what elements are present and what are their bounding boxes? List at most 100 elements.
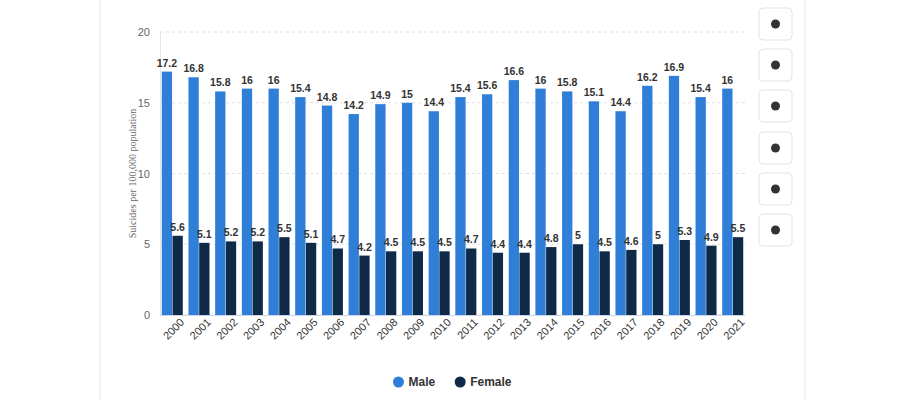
bar [253, 241, 263, 315]
data-label: 4.4 [491, 238, 506, 250]
x-tick-label: 2000 [161, 316, 187, 342]
y-tick: 0 [144, 309, 160, 321]
x-tick-label: 2002 [214, 316, 240, 342]
bar [375, 104, 385, 315]
data-label: 4.7 [330, 233, 345, 245]
bar [413, 251, 423, 315]
x-tick-label: 2013 [507, 316, 533, 342]
bar [429, 111, 439, 315]
bar [455, 97, 465, 315]
toolbar-button[interactable] [759, 132, 792, 164]
bar [215, 91, 225, 315]
bar [722, 89, 732, 315]
legend-item[interactable]: Male [393, 375, 436, 389]
x-tick: 2017 [614, 316, 640, 342]
bar [402, 103, 412, 315]
y-tick: 15 [138, 97, 160, 109]
data-label: 4.4 [517, 238, 532, 250]
bar [615, 111, 625, 315]
x-tick: 2000 [161, 316, 187, 342]
bar [535, 89, 545, 315]
x-tick-label: 2020 [694, 316, 720, 342]
x-tick: 2016 [588, 316, 614, 342]
bar [349, 114, 359, 315]
data-label: 5.5 [731, 222, 746, 234]
bar [706, 246, 716, 315]
bar [333, 248, 343, 315]
bar [680, 240, 690, 315]
data-label: 16 [722, 74, 734, 86]
x-tick: 2002 [214, 316, 240, 342]
bar [269, 89, 279, 315]
y-tick-label: 15 [138, 97, 150, 109]
x-tick-label: 2016 [588, 316, 614, 342]
toolbar-icon [771, 102, 780, 111]
bar [642, 86, 652, 315]
bar [199, 243, 209, 315]
x-tick-label: 2010 [427, 316, 453, 342]
x-tick: 2019 [668, 316, 694, 342]
data-label: 14.4 [424, 96, 445, 108]
y-tick-label: 20 [138, 26, 150, 38]
bar [733, 237, 743, 315]
x-tick: 2004 [267, 316, 293, 342]
bar [509, 80, 519, 315]
data-label: 5.1 [197, 228, 212, 240]
legend: Male Female [393, 375, 512, 389]
y-axis-line [160, 33, 161, 316]
bar [172, 236, 182, 315]
grid [160, 32, 745, 315]
x-tick: 2003 [241, 316, 267, 342]
bar [242, 89, 252, 315]
bars [162, 72, 743, 315]
toolbar-button[interactable] [759, 214, 792, 246]
legend-item[interactable]: Female [455, 375, 512, 389]
grid-line [160, 32, 745, 33]
data-label: 16.8 [183, 62, 204, 74]
y-axis-title: Suicides per 100,000 population [127, 109, 138, 238]
data-label: 4.5 [411, 236, 426, 248]
x-tick: 2011 [455, 316, 480, 341]
bar [439, 251, 449, 315]
toolbar-button[interactable] [759, 173, 792, 205]
data-label: 15.6 [477, 79, 498, 91]
data-label: 17.2 [157, 57, 178, 69]
x-tick-label: 2001 [187, 316, 213, 342]
y-tick: 10 [138, 168, 160, 180]
bar [493, 253, 503, 315]
data-label: 14.8 [317, 91, 338, 103]
bar [626, 250, 636, 315]
x-tick-label: 2004 [267, 316, 293, 342]
toolbar-button[interactable] [759, 90, 792, 122]
x-tick-label: 2014 [534, 316, 560, 342]
data-label: 14.4 [610, 96, 631, 108]
data-label: 15.4 [290, 82, 311, 94]
data-label: 4.5 [384, 236, 399, 248]
data-label: 4.8 [544, 232, 559, 244]
y-tick-label: 5 [144, 238, 150, 250]
data-label: 15 [401, 88, 413, 100]
x-axis: 2000200120022003200420052006200720082009… [161, 316, 747, 342]
bar [322, 106, 332, 315]
x-tick: 2008 [374, 316, 400, 342]
toolbar-button[interactable] [759, 8, 792, 40]
toolbar-button[interactable] [759, 49, 792, 81]
x-tick-label: 2006 [321, 316, 347, 342]
bar [295, 97, 305, 315]
bar [589, 101, 599, 315]
panel [100, 0, 805, 400]
bar [466, 248, 476, 315]
x-tick: 2015 [561, 316, 587, 342]
toolbar-icon [771, 61, 780, 70]
data-label: 5 [575, 229, 581, 241]
x-tick: 2020 [694, 316, 720, 342]
bar [482, 94, 492, 315]
data-label: 16.9 [664, 61, 685, 73]
bar [162, 72, 172, 315]
bar [519, 253, 529, 315]
data-label: 5.3 [677, 225, 692, 237]
bar [669, 76, 679, 315]
toolbar-icon [771, 20, 780, 29]
x-tick-label: 2005 [294, 316, 320, 342]
x-tick: 2005 [294, 316, 320, 342]
